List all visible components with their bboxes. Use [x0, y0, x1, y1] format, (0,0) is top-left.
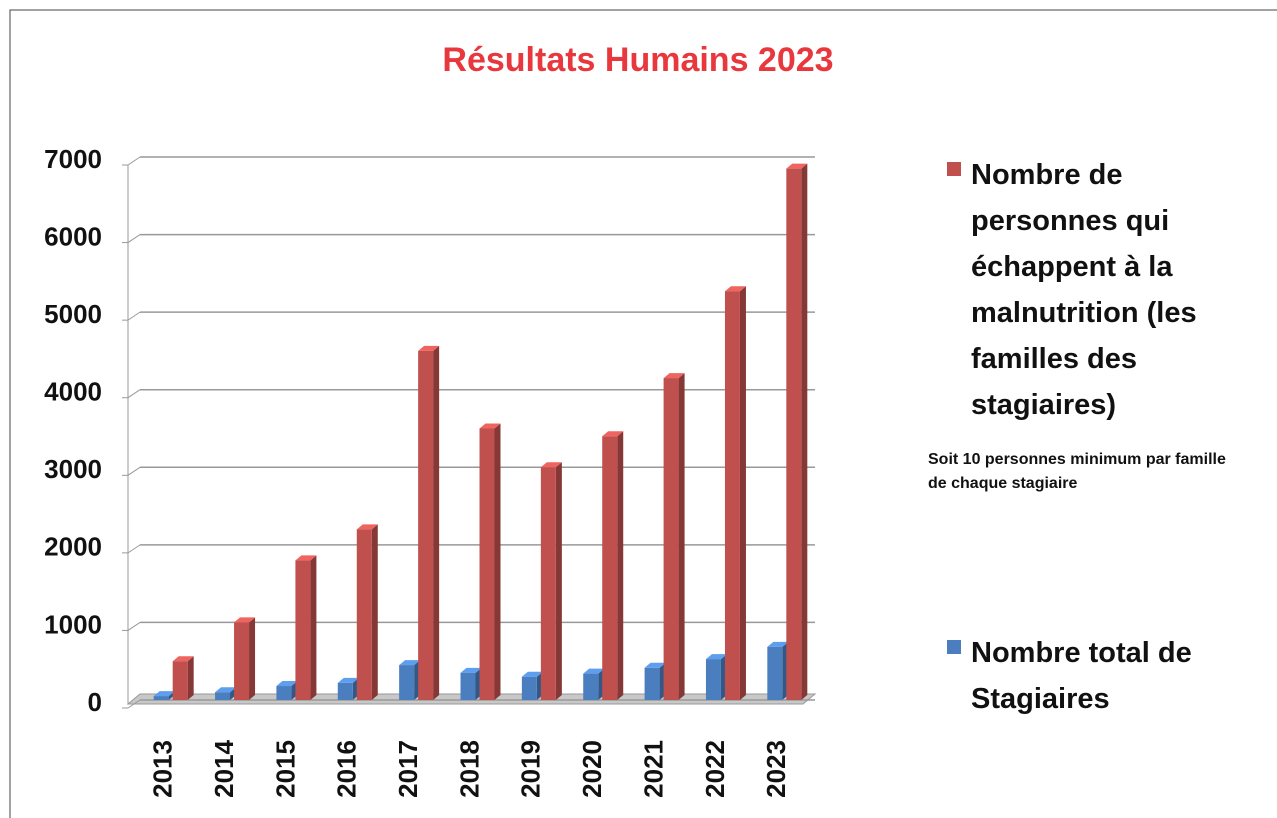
legend-label: Nombre de personnes qui échappent à la m… — [971, 159, 1197, 421]
bar-top — [724, 286, 746, 292]
bar — [705, 659, 721, 700]
y-tick-label: 7000 — [44, 144, 102, 174]
bar-top — [337, 677, 359, 683]
chart-title: Résultats Humains 2023 — [442, 41, 833, 79]
bar-top — [172, 656, 194, 662]
grid-line-depth — [127, 466, 141, 476]
bar-top — [644, 662, 666, 668]
bar-side — [187, 656, 194, 700]
bar — [786, 168, 802, 700]
bar — [583, 673, 599, 700]
y-tick-label: 3000 — [44, 454, 102, 484]
bar-top — [460, 667, 482, 673]
legend-label: Nombre total de Stagiaires — [971, 637, 1192, 715]
frame — [9, 9, 1277, 818]
x-tick-label: 2015 — [270, 740, 300, 798]
bar-top — [540, 462, 562, 468]
x-tick-label: 2021 — [638, 740, 668, 798]
bar-top — [356, 524, 378, 530]
y-tick-label: 2000 — [44, 532, 102, 562]
x-tick-label: 2018 — [454, 740, 484, 798]
grid-line-depth — [127, 699, 141, 709]
bar-side — [801, 163, 808, 700]
bar-side — [494, 423, 501, 700]
bar-side — [555, 462, 562, 700]
bar — [215, 692, 231, 700]
bar — [295, 560, 311, 700]
x-tick-label: 2016 — [332, 740, 362, 798]
bar-top — [234, 617, 256, 623]
x-tick-label: 2014 — [209, 739, 239, 797]
legend-swatch — [947, 640, 961, 654]
bar-top — [215, 687, 237, 693]
bar — [521, 676, 537, 700]
legend-swatch — [947, 162, 961, 176]
bar-side — [371, 524, 378, 700]
bar — [724, 291, 740, 700]
x-tick-label: 2013 — [148, 740, 178, 798]
bar — [767, 646, 783, 700]
grid-line-depth — [127, 389, 141, 399]
bar-side — [678, 373, 685, 700]
x-tick-label: 2020 — [577, 740, 607, 798]
bar-side — [310, 555, 317, 700]
bar — [644, 667, 660, 700]
grid-line-depth — [127, 311, 141, 321]
y-tick-label: 6000 — [44, 221, 102, 251]
bar-top — [276, 681, 298, 687]
bar-top — [479, 423, 501, 429]
bar — [663, 378, 679, 700]
bar-top — [767, 641, 789, 647]
legend-item: Nombre total de Stagiaires — [947, 630, 1236, 722]
bar — [399, 665, 415, 700]
bar-side — [617, 431, 624, 700]
y-tick-label: 4000 — [44, 377, 102, 407]
bar-side — [739, 286, 746, 700]
grid-line-depth — [127, 622, 141, 631]
grid-line-depth — [127, 544, 141, 554]
bar-top — [418, 345, 440, 351]
bar — [276, 686, 292, 700]
bar — [356, 529, 372, 700]
bar-top — [602, 431, 624, 437]
legend-item: Nombre de personnes qui échappent à la m… — [947, 152, 1236, 428]
bar-top — [705, 654, 727, 660]
bar — [337, 682, 353, 700]
bar — [418, 350, 434, 700]
bar-side — [249, 617, 256, 700]
bar-top — [399, 660, 421, 666]
bar-top — [295, 555, 317, 561]
grid-line-depth — [127, 156, 141, 166]
y-tick-label: 1000 — [44, 609, 102, 639]
y-tick-label: 0 — [88, 687, 102, 717]
bar — [540, 467, 556, 700]
bar — [234, 622, 250, 700]
bar-top — [521, 671, 543, 677]
x-tick-label: 2023 — [761, 740, 791, 798]
bar-top — [153, 691, 175, 697]
x-tick-label: 2022 — [700, 740, 730, 798]
y-tick-label: 5000 — [44, 299, 102, 329]
x-tick-label: 2019 — [516, 740, 546, 798]
annotation: Soit 10 personnes minimum par famille de… — [928, 451, 1226, 492]
bar — [602, 436, 618, 700]
bar — [479, 428, 495, 700]
grid-line-depth — [127, 234, 141, 243]
bar — [172, 661, 188, 700]
bar — [153, 696, 169, 700]
bar-top — [786, 163, 808, 169]
bar-top — [663, 373, 685, 379]
bar-side — [433, 345, 440, 700]
bar — [460, 672, 476, 700]
bar-top — [583, 668, 605, 674]
x-tick-label: 2017 — [393, 740, 423, 798]
